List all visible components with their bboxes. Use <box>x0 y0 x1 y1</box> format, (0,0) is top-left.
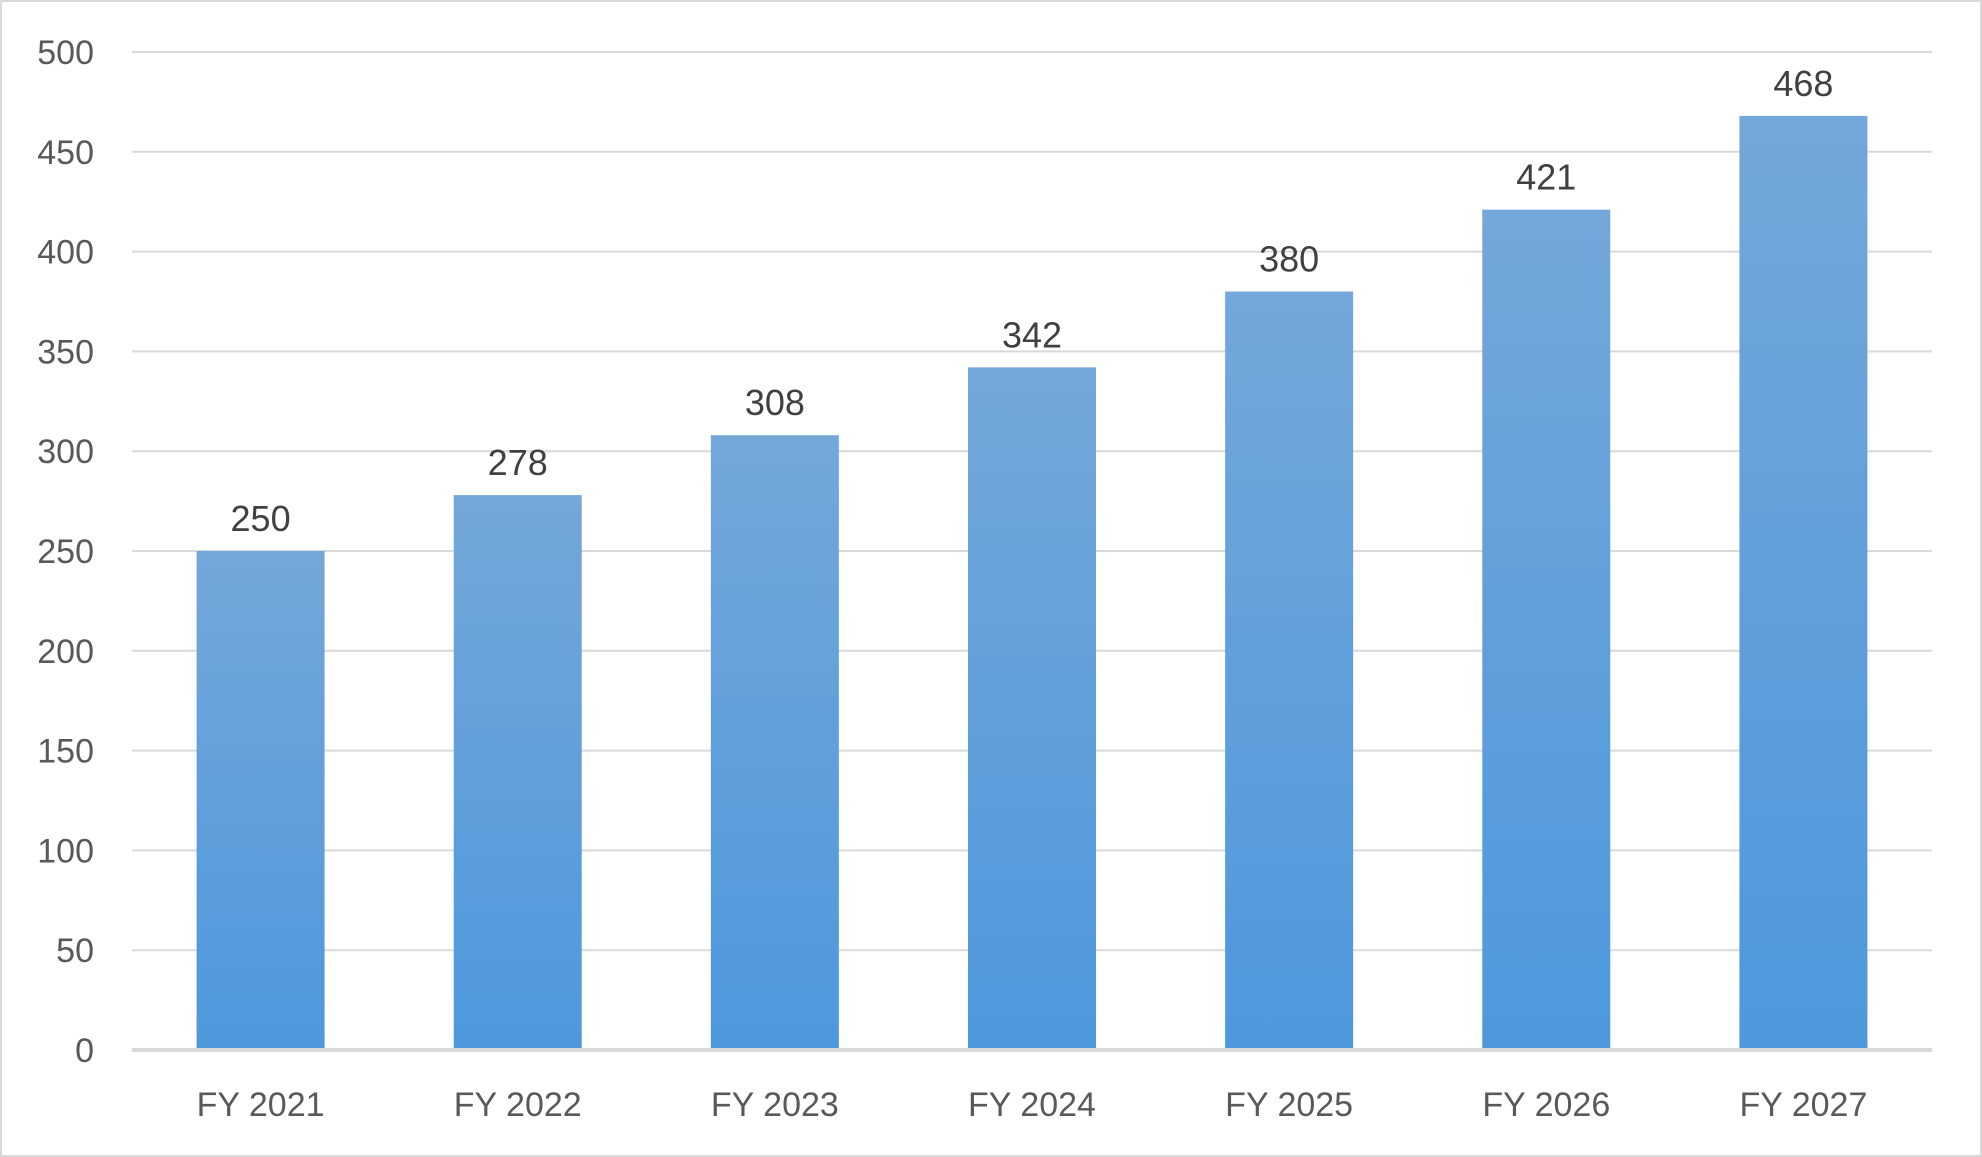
data-label: 342 <box>1002 314 1062 355</box>
data-label: 308 <box>745 382 805 423</box>
bar-fy-2023 <box>710 435 839 1050</box>
data-label: 380 <box>1259 239 1319 280</box>
x-tick-label: FY 2021 <box>197 1086 325 1124</box>
y-tick-label: 150 <box>37 733 94 771</box>
data-label: 468 <box>1773 63 1833 104</box>
y-tick-label: 100 <box>37 832 94 870</box>
y-tick-label: 200 <box>37 633 94 671</box>
y-tick-label: 500 <box>37 34 94 72</box>
y-tick-label: 50 <box>56 932 94 970</box>
y-tick-label: 300 <box>37 433 94 471</box>
x-axis-tick-labels: FY 2021 FY 2022 FY 2023 FY 2024 FY 2025 FY 20… <box>197 1086 1868 1124</box>
y-tick-label: 250 <box>37 533 94 571</box>
bars <box>196 115 1868 1050</box>
data-label: 421 <box>1516 157 1576 198</box>
data-labels: 250 278 308 342 380 421 468 <box>231 63 1834 539</box>
bar-fy-2021 <box>196 551 325 1050</box>
bar-fy-2026 <box>1482 209 1611 1050</box>
y-tick-label: 350 <box>37 333 94 371</box>
bar-fy-2024 <box>968 367 1096 1050</box>
data-label: 250 <box>231 498 291 539</box>
data-label: 278 <box>488 442 548 483</box>
x-tick-label: FY 2022 <box>454 1086 582 1124</box>
y-tick-label: 450 <box>37 134 94 172</box>
bar-fy-2025 <box>1225 291 1354 1050</box>
x-tick-label: FY 2026 <box>1482 1086 1610 1124</box>
x-tick-label: FY 2023 <box>711 1086 839 1124</box>
x-tick-label: FY 2024 <box>968 1086 1096 1124</box>
bar-fy-2027 <box>1739 115 1868 1050</box>
x-tick-label: FY 2025 <box>1225 1086 1353 1124</box>
y-tick-label: 0 <box>75 1032 94 1070</box>
y-axis-tick-labels: 0 50 100 150 200 250 300 350 400 450 500 <box>37 34 94 1070</box>
bar-fy-2022 <box>453 495 582 1050</box>
x-tick-label: FY 2027 <box>1739 1086 1867 1124</box>
y-tick-label: 400 <box>37 234 94 272</box>
